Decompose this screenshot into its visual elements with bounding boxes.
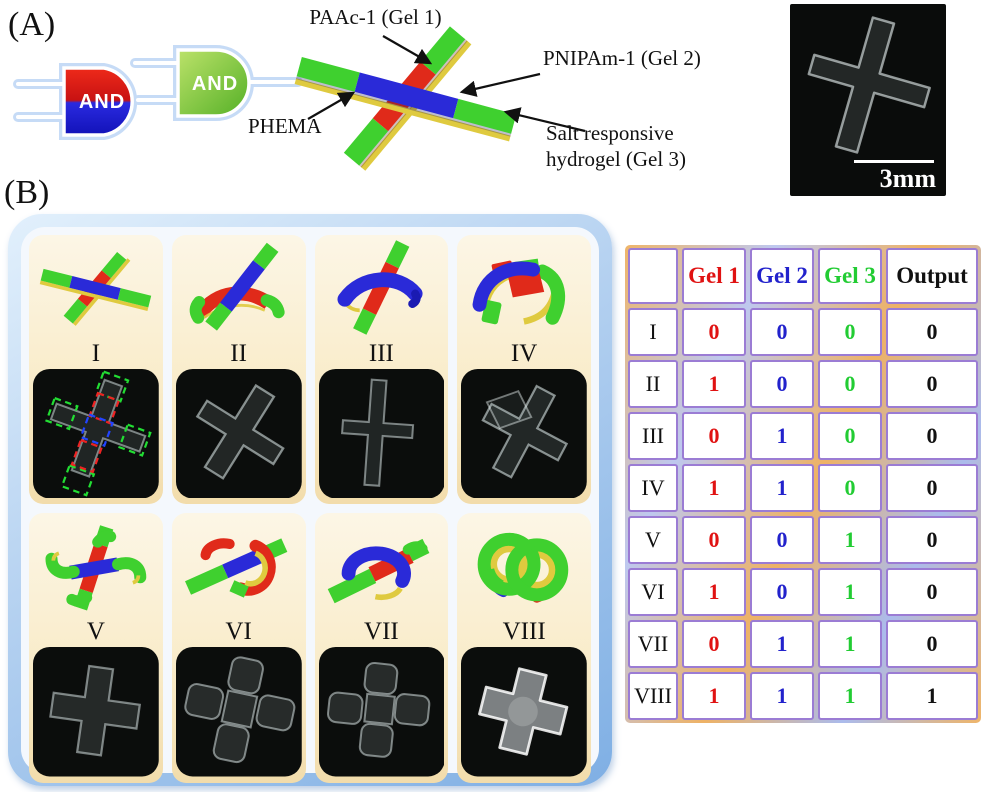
panel-b-grid: I — [21, 227, 599, 783]
render-state-4 — [472, 258, 566, 325]
state-numeral: III — [368, 340, 394, 367]
and-gate-1-body — [62, 66, 134, 137]
table-value: 0 — [818, 412, 882, 460]
table-header-gel-2: Gel 2 — [750, 248, 814, 304]
photo-state-6 — [175, 647, 302, 777]
table-value: 1 — [682, 464, 746, 512]
table-value: 1 — [750, 672, 814, 720]
table-value: 0 — [886, 464, 978, 512]
render-state-6 — [184, 538, 288, 599]
label-gel3-line1: Salt responsive — [546, 121, 674, 145]
state-numeral: I — [91, 340, 101, 367]
table-value: 1 — [818, 568, 882, 616]
table-row-label: IV — [628, 464, 678, 512]
table-row-label: VII — [628, 620, 678, 668]
label-gel2: PNIPAm-1 (Gel 2) — [543, 46, 701, 70]
photo-state-5 — [33, 647, 159, 777]
state-cell-2: II — [171, 235, 306, 505]
render-state-8 — [477, 533, 569, 604]
state-cell-4: IV — [457, 235, 591, 505]
table-value: 0 — [818, 464, 882, 512]
state-cell-1: I — [29, 235, 163, 505]
table-value: 1 — [682, 360, 746, 408]
table-value: 1 — [818, 516, 882, 564]
table-value: 0 — [682, 308, 746, 356]
state-numeral: IV — [510, 340, 538, 367]
label-gel3-line2: hydrogel (Gel 3) — [546, 147, 686, 171]
scale-bar — [854, 160, 934, 163]
state-cell-5: V — [29, 513, 163, 783]
state-cell-3: III — [314, 235, 449, 505]
render-state-1-flat-cross — [39, 252, 152, 326]
state-numeral: VII — [364, 618, 399, 646]
table-row-label: I — [628, 308, 678, 356]
render-state-3 — [336, 240, 423, 335]
table-value: 0 — [886, 360, 978, 408]
gel-photo-main: 3mm — [790, 4, 946, 196]
and-gate-2-body — [176, 48, 251, 118]
table-header-gel-1: Gel 1 — [682, 248, 746, 304]
gel-photo-main-image — [790, 4, 946, 196]
table-value: 0 — [886, 516, 978, 564]
and-gates-schematic — [13, 45, 303, 140]
table-value: 1 — [818, 620, 882, 668]
label-gel1: PAAc-1 (Gel 1) — [309, 5, 442, 29]
table-value: 0 — [886, 568, 978, 616]
table-header-blank — [628, 248, 678, 304]
and-gate-1-label: AND — [78, 91, 126, 113]
state-numeral: VI — [225, 618, 252, 646]
table-value: 1 — [682, 568, 746, 616]
table-value: 0 — [682, 412, 746, 460]
table-value: 0 — [750, 360, 814, 408]
table-value: 1 — [750, 620, 814, 668]
photo-state-4 — [461, 369, 587, 499]
state-cell-8: VIII — [457, 513, 591, 783]
truth-table: Gel 1 Gel 2 Gel 3 Output I 0 0 0 0 II 1 0 0 0 III 0 1 0 0 I… — [625, 245, 981, 723]
table-row-label: III — [628, 412, 678, 460]
state-numeral: II — [230, 340, 247, 367]
label-phema: PHEMA — [248, 114, 322, 138]
table-value: 0 — [818, 360, 882, 408]
panel-a-label: (A) — [8, 6, 56, 43]
table-row-label: II — [628, 360, 678, 408]
table-value: 0 — [886, 412, 978, 460]
panel-b-label: (B) — [4, 174, 50, 211]
annotation-arrows — [307, 35, 586, 133]
panel-b: I — [8, 214, 612, 786]
table-value: 1 — [750, 464, 814, 512]
photo-state-1 — [33, 369, 159, 499]
table-header-output: Output — [886, 248, 978, 304]
state-cell-7: VII — [314, 513, 449, 783]
table-value: 0 — [886, 308, 978, 356]
table-row-label: VI — [628, 568, 678, 616]
table-value: 1 — [682, 672, 746, 720]
table-header-gel-3: Gel 3 — [818, 248, 882, 304]
photo-state-7 — [318, 647, 445, 777]
photo-state-3 — [318, 369, 445, 499]
state-numeral: V — [86, 618, 105, 646]
table-value: 0 — [886, 620, 978, 668]
table-value: 0 — [682, 620, 746, 668]
scale-bar-label: 3mm — [879, 164, 936, 193]
render-state-2 — [189, 242, 285, 331]
render-state-5 — [45, 525, 147, 611]
state-numeral: VIII — [502, 618, 546, 646]
table-value: 1 — [818, 672, 882, 720]
gel-cross-schematic — [294, 26, 517, 171]
and-gate-2-label: AND — [191, 73, 239, 95]
table-value: 0 — [818, 308, 882, 356]
photo-state-2 — [175, 369, 302, 499]
table-value: 1 — [886, 672, 978, 720]
photo-state-8 — [461, 647, 587, 777]
table-row-label: V — [628, 516, 678, 564]
table-value: 0 — [750, 568, 814, 616]
table-value: 0 — [682, 516, 746, 564]
table-value: 0 — [750, 516, 814, 564]
table-value: 0 — [750, 308, 814, 356]
table-value: 1 — [750, 412, 814, 460]
render-state-7 — [327, 539, 429, 604]
state-cell-6: VI — [171, 513, 306, 783]
table-row-label: VIII — [628, 672, 678, 720]
